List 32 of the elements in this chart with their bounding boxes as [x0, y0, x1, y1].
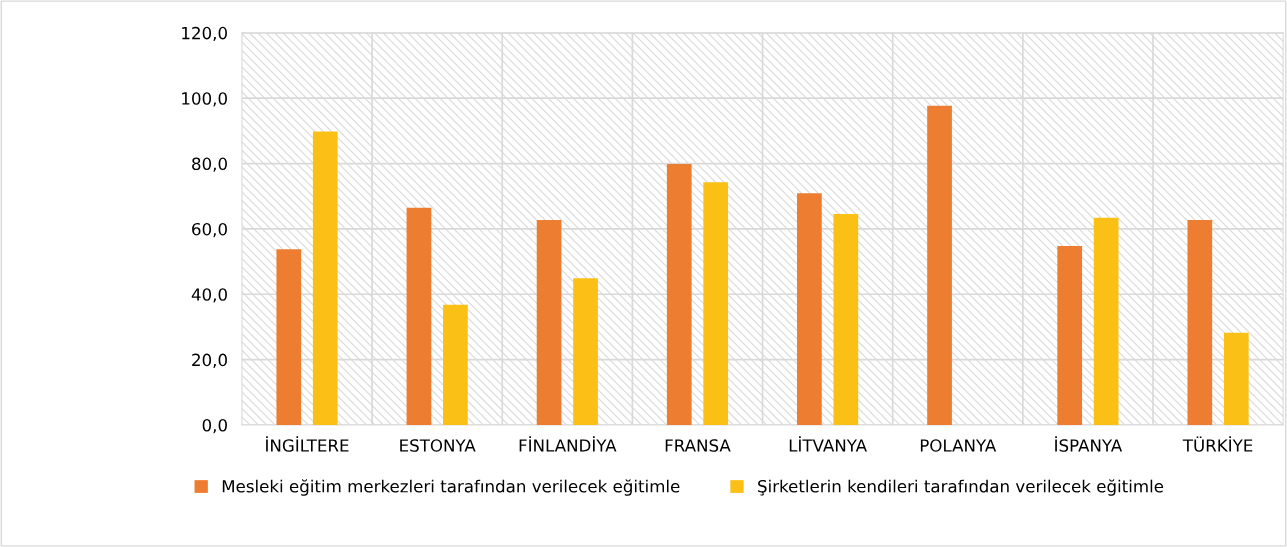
legend-label: Mesleki eğitim merkezleri tarafından verilecek eğitimle — [222, 479, 680, 496]
x-tick-label: FİNLANDİYA — [519, 436, 617, 452]
y-tick-label: 20,0 — [192, 353, 227, 368]
bar — [573, 278, 598, 426]
legend-label: Şirketlerin kendileri tarafından verilecek eğitimle — [758, 479, 1164, 496]
bar — [833, 213, 859, 426]
x-tick-label: POLANYA — [920, 439, 997, 452]
y-tick-label: 120,0 — [182, 26, 227, 42]
bar — [1187, 220, 1213, 426]
y-tick-label: 40,0 — [191, 288, 227, 303]
y-tick-label: 0,0 — [202, 418, 227, 434]
bar — [312, 131, 338, 426]
bar — [406, 207, 432, 426]
x-tick-label: ESTONYA — [400, 439, 476, 452]
bar — [703, 182, 729, 426]
x-tick-label: TÜRKİYE — [1182, 436, 1253, 452]
bar — [443, 304, 468, 426]
bar — [1093, 217, 1119, 426]
x-tick-label: İSPANYA — [1055, 436, 1123, 452]
x-tick-label: LİTVANYA — [789, 436, 867, 452]
bar — [536, 220, 562, 426]
bar — [1223, 332, 1249, 426]
bar — [666, 163, 692, 426]
y-tick-label: 60,0 — [192, 222, 227, 238]
x-tick-label: FRANSA — [665, 439, 731, 452]
y-tick-label: 100,0 — [182, 92, 227, 107]
y-tick-label: 80,0 — [192, 157, 227, 172]
bar — [797, 193, 822, 426]
bar — [927, 105, 952, 426]
bar — [276, 249, 302, 426]
bar — [1057, 245, 1083, 426]
x-tick-label: İNGİLTERE — [266, 436, 349, 452]
